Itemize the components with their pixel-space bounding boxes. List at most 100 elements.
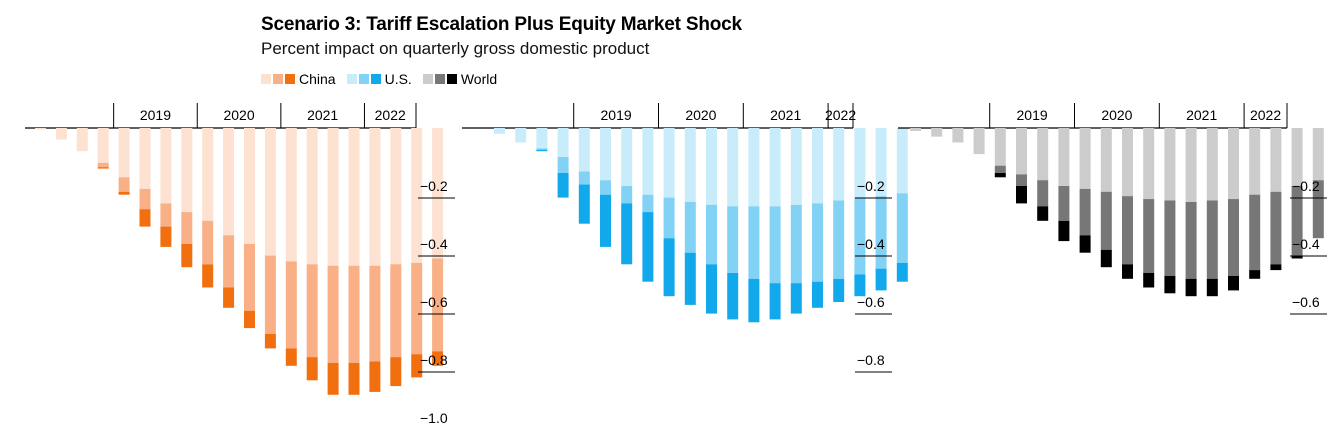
bar-segment-light [118, 128, 130, 178]
y-tick-label: −0.2 [420, 178, 448, 194]
legend-swatch [422, 74, 433, 84]
bar-segment-light [160, 128, 172, 204]
bar-segment-mid [411, 262, 423, 355]
y-tick-label: −0.4 [857, 236, 885, 252]
year-label: 2021 [1186, 107, 1217, 123]
bar-segment-mid [994, 165, 1006, 173]
bar-segment-dark [285, 348, 297, 366]
bar-segment-light [76, 128, 88, 152]
y-tick-label: −0.8 [420, 352, 448, 368]
legend-swatch [446, 74, 457, 84]
bar-segment-mid [181, 212, 193, 244]
bar-segment-light [390, 128, 402, 265]
year-label: 2021 [770, 107, 801, 123]
bar-segment-light [706, 128, 717, 205]
bar-segment-light [369, 128, 381, 266]
legend-item-us: U.S. [346, 71, 412, 87]
year-label: 2022 [375, 107, 406, 123]
bar-segment-mid [769, 206, 781, 284]
bar-segment-light [515, 128, 527, 143]
bar-segment-dark [97, 167, 109, 169]
bar-segment-dark [600, 194, 611, 247]
bar-segment-dark [348, 362, 360, 395]
y-tick-label: −1.0 [420, 410, 448, 426]
year-label: 2022 [1250, 107, 1281, 123]
legend-swatch [273, 74, 283, 84]
bar-segment-mid [1228, 199, 1239, 276]
y-tick-label: −0.8 [857, 352, 885, 368]
bar-segment-mid [1143, 199, 1155, 273]
bar-segment-dark [327, 362, 339, 395]
bar-segment-mid [1100, 191, 1112, 250]
bar-segment-mid [684, 201, 696, 253]
bar-segment-mid [327, 265, 339, 363]
bar-segment-mid [285, 261, 297, 349]
bar-segment-dark [244, 310, 255, 329]
bar-segment-dark [994, 172, 1006, 178]
bar-segment-light [748, 128, 760, 207]
bar-segment-mid [1122, 196, 1133, 265]
bar-segment-light [600, 128, 611, 181]
bar-segment-light [244, 128, 255, 244]
bar-segment-mid [97, 162, 109, 168]
bar-segment-dark [139, 209, 151, 227]
bar-segment-light [1100, 128, 1112, 192]
bar-segment-mid [139, 188, 151, 210]
bar-segment-dark [1037, 206, 1049, 221]
bar-segment-light [1079, 128, 1091, 189]
legend-label: World [460, 71, 498, 87]
year-label: 2020 [685, 107, 716, 123]
bar-segment-light [202, 128, 214, 221]
bar-segment-mid [1037, 180, 1049, 207]
bar-segment-dark [1228, 275, 1239, 291]
bar-segment-mid [1249, 194, 1261, 271]
bar-segment-light [1291, 128, 1303, 186]
bar-segment-mid [854, 197, 866, 275]
bar-segment-light [97, 128, 109, 163]
bar-segment-mid [306, 264, 318, 358]
bar-segment-dark [875, 268, 887, 291]
legend-swatch [358, 74, 369, 84]
bar-segment-mid [1312, 180, 1324, 239]
bar-segment-mid [369, 265, 381, 362]
bar-segment-light [854, 128, 866, 198]
y-tick-label: −0.4 [420, 236, 448, 252]
bar-segment-light [1249, 128, 1261, 195]
bar-segment-light [910, 128, 921, 131]
bar-segment-mid [790, 204, 802, 284]
bar-segment-light [536, 128, 548, 149]
bar-segment-light [875, 128, 887, 197]
bar-segment-light [931, 128, 943, 137]
bar-segment-light [181, 128, 193, 213]
bar-segment-dark [748, 278, 760, 323]
bar-segment-dark [1249, 270, 1261, 279]
bar-segment-mid [748, 206, 760, 279]
bar-segment-light [1270, 128, 1282, 192]
legend-swatch [370, 74, 381, 84]
bar-segment-mid [642, 194, 654, 213]
bar-segment-light [812, 128, 823, 204]
bar-segment-mid [536, 148, 548, 150]
bar-segment-light [35, 128, 46, 130]
bar-segment-dark [663, 238, 675, 297]
bar-segment-light [411, 128, 423, 263]
bar-segment-dark [769, 283, 781, 320]
bar-segment-dark [1270, 264, 1282, 271]
bar-segment-mid [600, 180, 611, 195]
bar-segment-mid [432, 258, 444, 352]
year-label: 2019 [1017, 107, 1048, 123]
bar-segment-mid [578, 171, 590, 185]
bar-segment-dark [1100, 249, 1112, 268]
bar-segment-light [790, 128, 802, 205]
bar-segment-dark [390, 357, 402, 387]
bar-segment-light [55, 128, 67, 140]
bar-segment-light [327, 128, 339, 266]
bar-segment-light [1228, 128, 1239, 200]
bar-segment-light [896, 128, 908, 194]
bar-segment-dark [160, 226, 172, 247]
bar-segment-light [557, 128, 569, 157]
legend-swatch [346, 74, 357, 84]
bar-segment-light [139, 128, 151, 189]
bar-segment-dark [202, 264, 214, 288]
